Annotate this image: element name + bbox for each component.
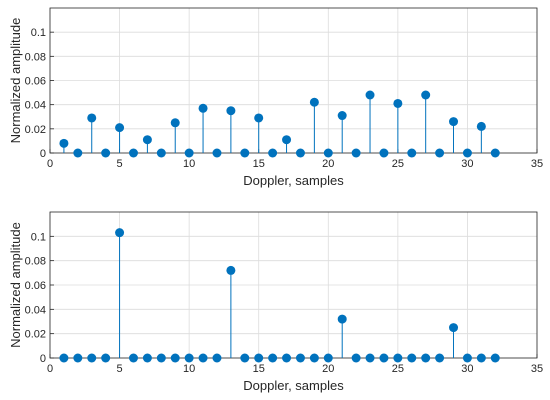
stem-marker	[476, 121, 486, 131]
stem-marker	[282, 353, 292, 363]
stem-marker	[170, 118, 180, 128]
x-tick-label: 30	[461, 363, 473, 375]
stem-marker	[337, 111, 347, 121]
y-tick-label: 0.1	[31, 27, 46, 39]
y-tick-label: 0.1	[31, 231, 46, 243]
x-tick-label: 35	[531, 158, 543, 170]
stem-marker	[268, 148, 278, 158]
stem-marker	[184, 353, 194, 363]
x-tick-label: 0	[47, 158, 53, 170]
stem-marker	[393, 353, 403, 363]
stem-marker	[476, 353, 486, 363]
stem-marker	[226, 265, 236, 275]
stem-marker	[87, 353, 97, 363]
x-tick-label: 25	[392, 158, 404, 170]
stem-marker	[449, 323, 459, 333]
x-tick-label: 5	[117, 363, 123, 375]
x-tick-label: 15	[253, 363, 265, 375]
stem-marker	[421, 90, 431, 100]
stem-marker	[435, 148, 445, 158]
chart-1: 0 5 10 15 20 25 30 35 0 0.02 0.04 0.06 0.08 0.1 Dopple…	[8, 7, 543, 188]
y-tick-label: 0.04	[25, 100, 46, 112]
stem-marker	[282, 135, 292, 145]
y-tick-label: 0	[40, 148, 46, 160]
stem-marker	[87, 113, 97, 123]
stem-marker	[142, 353, 152, 363]
stem-marker	[73, 353, 83, 363]
x-tick-label: 20	[322, 158, 334, 170]
x-tick-label: 10	[183, 158, 195, 170]
stem-marker	[295, 353, 305, 363]
stem-marker	[407, 353, 417, 363]
y-tick-label: 0.02	[25, 124, 46, 136]
x-tick-label: 5	[117, 158, 123, 170]
stem-marker	[59, 138, 69, 148]
stem-marker	[365, 353, 375, 363]
y-tick-label: 0.04	[25, 304, 46, 316]
stem-marker	[323, 148, 333, 158]
stem-marker	[309, 97, 319, 107]
stem-marker	[156, 148, 166, 158]
y-tick-label: 0.06	[25, 76, 46, 88]
stem-marker	[212, 353, 222, 363]
x-tick-label: 20	[322, 363, 334, 375]
y-tick-label: 0.06	[25, 280, 46, 292]
x-tick-label: 30	[461, 158, 473, 170]
y-axis-label: Normalized amplitude	[8, 18, 23, 144]
stem-marker	[421, 353, 431, 363]
stem-marker	[212, 148, 222, 158]
stem-marker	[462, 353, 472, 363]
stem-marker	[365, 90, 375, 100]
stem-marker	[351, 148, 361, 158]
stem-marker	[198, 353, 208, 363]
stem-marker	[170, 353, 180, 363]
y-axis-label: Normalized amplitude	[8, 222, 23, 348]
chart-2: 0 5 10 15 20 25 30 35 0 0.02 0.04 0.06 0.08 0.1 Dopple…	[8, 211, 543, 393]
stem-marker	[156, 353, 166, 363]
stem-marker	[449, 117, 459, 127]
stem-marker	[101, 353, 111, 363]
stem-marker	[379, 148, 389, 158]
stem-marker	[73, 148, 83, 158]
x-tick-label: 10	[183, 363, 195, 375]
x-tick-label: 15	[253, 158, 265, 170]
stem-marker	[240, 353, 250, 363]
stem-marker	[101, 148, 111, 158]
stem-marker	[128, 353, 138, 363]
x-tick-label: 25	[392, 363, 404, 375]
y-tick-label: 0.08	[25, 51, 46, 63]
stem-marker	[295, 148, 305, 158]
stem-marker	[407, 148, 417, 158]
stem-marker	[379, 353, 389, 363]
stem-marker	[226, 106, 236, 116]
x-tick-label: 35	[531, 363, 543, 375]
y-tick-label: 0	[40, 353, 46, 365]
stem-marker	[198, 103, 208, 113]
x-axis-label: Doppler, samples	[243, 378, 344, 393]
y-tick-label: 0.02	[25, 329, 46, 341]
stem-marker	[115, 228, 125, 238]
stem-marker	[254, 353, 264, 363]
stem-marker	[323, 353, 333, 363]
x-tick-label: 0	[47, 363, 53, 375]
stem-marker	[128, 148, 138, 158]
stem-marker	[435, 353, 445, 363]
stem-marker	[309, 353, 319, 363]
stem-marker	[115, 123, 125, 133]
stem-marker	[184, 148, 194, 158]
stem-marker	[254, 113, 264, 123]
y-tick-label: 0.08	[25, 256, 46, 268]
stem-marker	[490, 148, 500, 158]
stem-marker	[351, 353, 361, 363]
stem-marker	[490, 353, 500, 363]
stem-marker	[240, 148, 250, 158]
stem-marker	[337, 314, 347, 324]
x-axis-label: Doppler, samples	[243, 173, 344, 188]
stem-marker	[268, 353, 278, 363]
stem-marker	[462, 148, 472, 158]
stem-marker	[393, 98, 403, 108]
stem-marker	[59, 353, 69, 363]
stem-marker	[142, 135, 152, 145]
